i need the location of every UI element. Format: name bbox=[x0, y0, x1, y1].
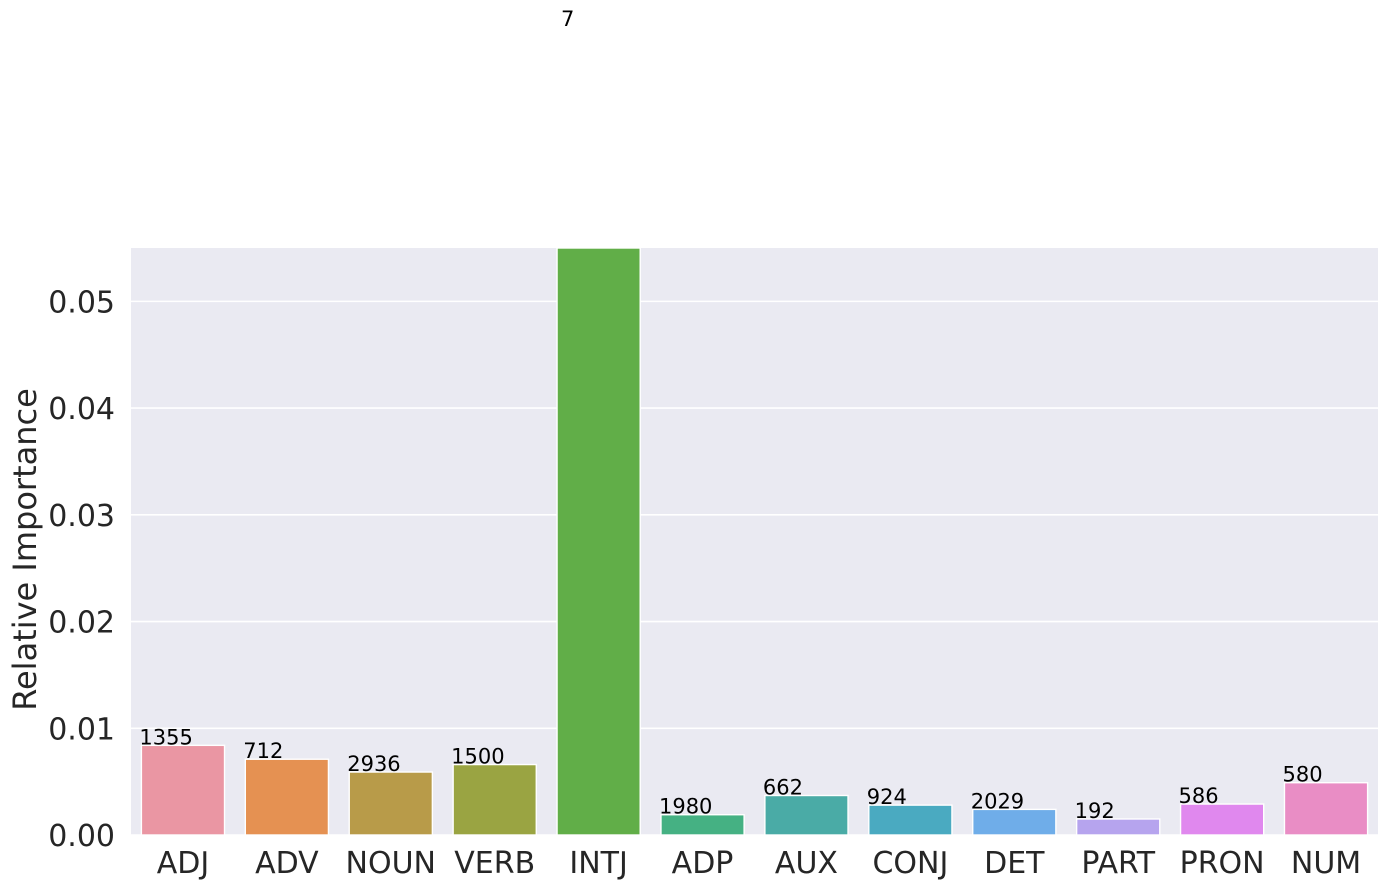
x-tick-label-num: NUM bbox=[1291, 846, 1361, 881]
bar-pron bbox=[1179, 803, 1265, 836]
bar-verb bbox=[452, 763, 537, 836]
data-label-adj: 1355 bbox=[139, 725, 192, 749]
bar-conj bbox=[868, 804, 953, 836]
y-tick-label: 0.04 bbox=[48, 392, 115, 427]
y-tick-label: 0.03 bbox=[48, 499, 115, 534]
data-label-det: 2029 bbox=[971, 789, 1024, 813]
data-label-part: 192 bbox=[1075, 799, 1115, 823]
bar-num bbox=[1283, 782, 1369, 836]
y-tick-label: 0.00 bbox=[48, 819, 115, 854]
y-tick-label: 0.01 bbox=[48, 712, 115, 747]
x-tick-label-noun: NOUN bbox=[346, 846, 436, 881]
bar-intj bbox=[556, 247, 641, 836]
data-label-noun: 2936 bbox=[347, 752, 400, 776]
data-label-aux: 662 bbox=[763, 776, 803, 800]
x-tick-label-part: PART bbox=[1081, 846, 1155, 881]
data-label-num: 580 bbox=[1282, 763, 1322, 787]
y-tick-label: 0.05 bbox=[48, 285, 115, 320]
bar-aux bbox=[764, 794, 849, 836]
x-tick-label-adp: ADP bbox=[672, 846, 734, 881]
x-tick-label-adj: ADJ bbox=[157, 846, 209, 881]
x-tick-label-pron: PRON bbox=[1180, 846, 1265, 881]
y-axis-label: Relative Importance bbox=[6, 388, 44, 711]
bar-noun bbox=[348, 771, 434, 836]
x-tick-label-adv: ADV bbox=[255, 846, 319, 881]
data-label-adv: 712 bbox=[243, 739, 283, 763]
data-label-conj: 924 bbox=[867, 785, 907, 809]
data-label-verb: 1500 bbox=[451, 745, 504, 769]
x-tick-label-intj: INTJ bbox=[569, 846, 627, 881]
x-tick-label-aux: AUX bbox=[775, 846, 838, 881]
bar-adj bbox=[140, 744, 226, 836]
data-label-pron: 586 bbox=[1179, 784, 1219, 808]
y-tick-label: 0.02 bbox=[48, 606, 115, 641]
bar-det bbox=[972, 808, 1057, 836]
bar-adp bbox=[660, 814, 745, 836]
bar-part bbox=[1075, 818, 1161, 836]
x-tick-label-det: DET bbox=[984, 846, 1045, 881]
x-tick-label-verb: VERB bbox=[454, 846, 535, 881]
bars bbox=[140, 247, 1369, 836]
plot-background bbox=[131, 248, 1378, 835]
data-label-intj: 7 bbox=[561, 7, 574, 31]
bar-adv bbox=[244, 758, 330, 836]
data-labels: 1355 712 2936 1500 7 1980 662 924 2029 192 586 580 bbox=[139, 7, 1322, 823]
y-tick-labels: 0.00 0.01 0.02 0.03 0.04 0.05 bbox=[48, 285, 115, 854]
x-tick-label-conj: CONJ bbox=[872, 846, 948, 881]
gridlines bbox=[131, 300, 1378, 836]
x-tick-labels: ADJ ADV NOUN VERB INTJ ADP AUX CONJ DET PART PRON N… bbox=[157, 846, 1361, 881]
data-label-adp: 1980 bbox=[659, 795, 712, 819]
